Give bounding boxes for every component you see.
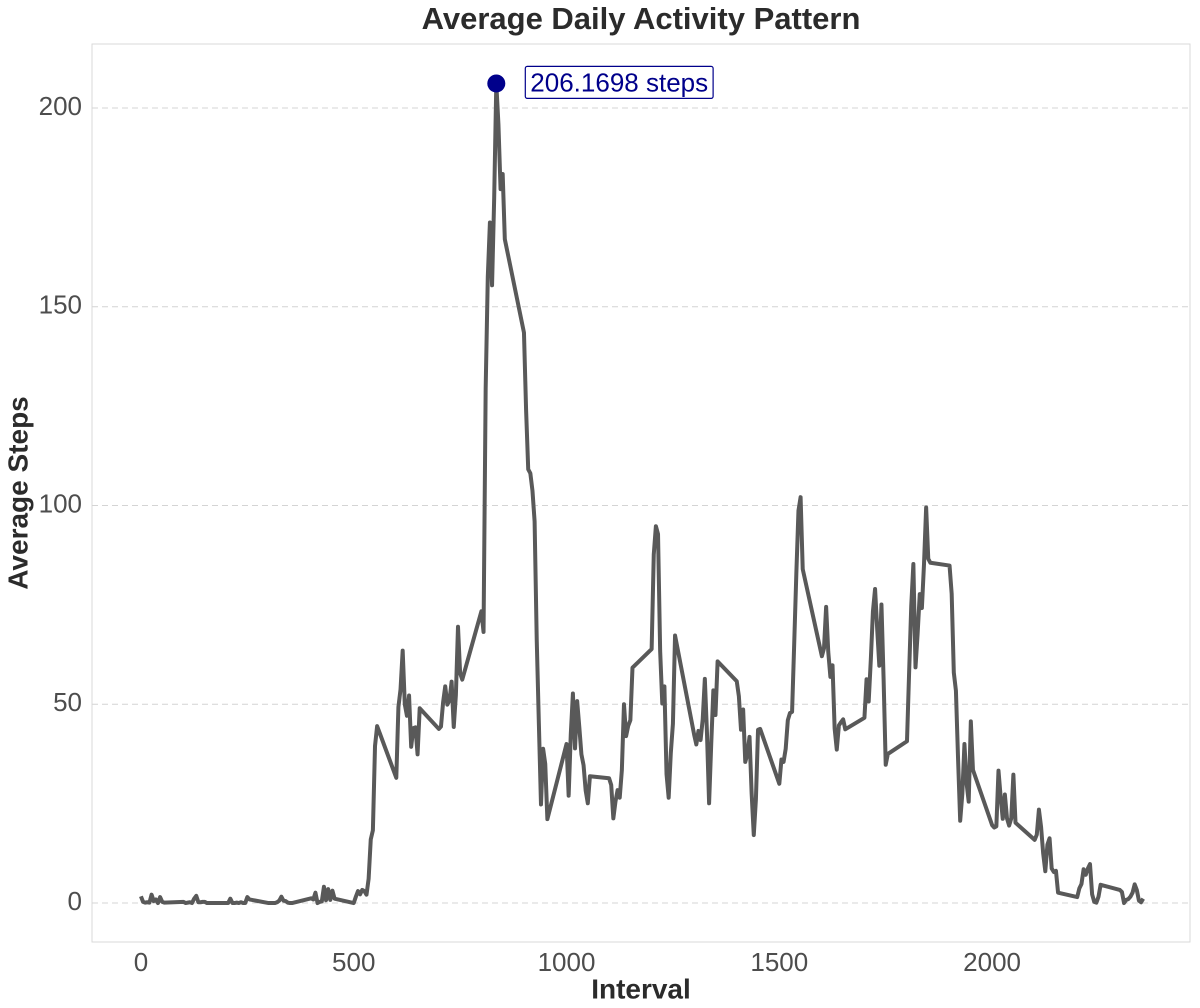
y-tick-label: 50 bbox=[53, 687, 82, 717]
x-tick-label: 0 bbox=[134, 947, 148, 977]
annotation-box bbox=[524, 65, 714, 99]
y-tick-label: 150 bbox=[39, 290, 82, 320]
y-tick-label: 0 bbox=[68, 886, 82, 916]
peak-point bbox=[487, 74, 506, 93]
x-tick-label: 2000 bbox=[963, 947, 1021, 977]
chart-title: Average Daily Activity Pattern bbox=[422, 1, 861, 36]
y-tick-label: 100 bbox=[39, 488, 82, 518]
x-tick-label: 1000 bbox=[538, 947, 596, 977]
annotation-label: 206.1698 steps bbox=[530, 67, 708, 97]
y-axis-label: Average Steps bbox=[2, 396, 33, 590]
x-tick-label: 500 bbox=[332, 947, 375, 977]
data-line bbox=[139, 81, 1145, 906]
x-axis-label: Interval bbox=[591, 973, 691, 1004]
plot-border bbox=[91, 43, 1191, 943]
y-tick-label: 200 bbox=[39, 91, 82, 121]
x-tick-label: 1500 bbox=[750, 947, 808, 977]
